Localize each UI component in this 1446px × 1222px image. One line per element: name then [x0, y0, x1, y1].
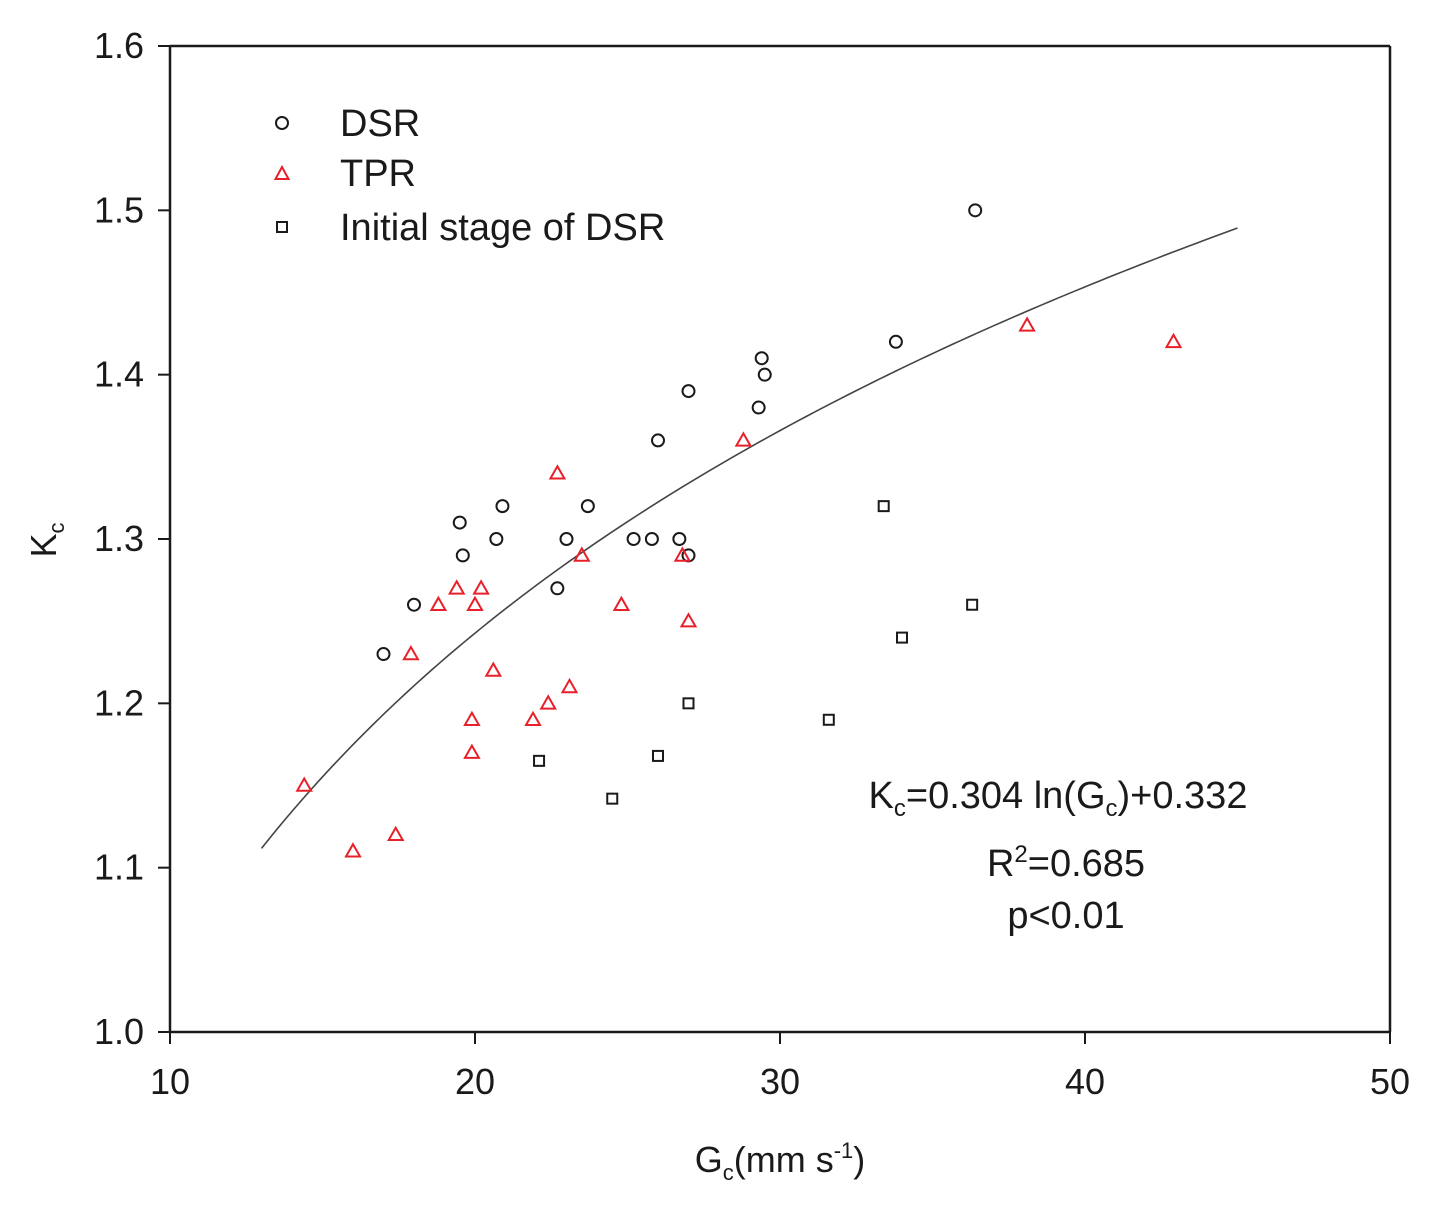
point-initial-stage-of-dsr-4	[822, 713, 835, 726]
point-tpr-18	[679, 612, 698, 628]
point-dsr-8	[580, 499, 595, 514]
data-markers	[295, 203, 1183, 858]
point-tpr-4	[429, 595, 448, 611]
point-dsr-2	[452, 515, 467, 530]
y-tick-label-1.1: 1.1	[94, 847, 144, 888]
fit-annotations: Kc=0.304 ln(Gc)+0.332 R2=0.685 p<0.01	[869, 775, 1248, 937]
x-tick-label-20: 20	[455, 1061, 495, 1102]
x-tick-label-40: 40	[1065, 1061, 1105, 1102]
point-tpr-17	[673, 546, 692, 562]
p-value: p<0.01	[1007, 895, 1124, 937]
point-tpr-0	[295, 776, 313, 792]
point-initial-stage-of-dsr-3	[682, 697, 695, 710]
point-dsr-3	[455, 548, 470, 563]
point-dsr-15	[751, 400, 766, 415]
point-dsr-6	[550, 581, 565, 596]
legend-marker-tpr	[273, 164, 291, 180]
legend-label-tpr: TPR	[340, 153, 416, 195]
legend-marker-dsr	[275, 116, 289, 130]
point-dsr-10	[644, 532, 659, 546]
point-dsr-7	[559, 532, 574, 546]
point-tpr-6	[463, 710, 481, 726]
y-axis-label: Kc	[23, 522, 69, 557]
point-dsr-5	[495, 499, 510, 514]
x-tick-label-50: 50	[1370, 1061, 1410, 1102]
point-tpr-11	[524, 710, 542, 726]
point-tpr-8	[466, 595, 484, 611]
legend-label-dsr: DSR	[340, 103, 420, 145]
point-tpr-16	[612, 595, 631, 611]
point-tpr-1	[344, 842, 362, 858]
point-tpr-21	[1164, 332, 1183, 349]
point-initial-stage-of-dsr-7	[966, 598, 979, 611]
point-initial-stage-of-dsr-5	[877, 500, 890, 513]
point-tpr-10	[484, 661, 503, 677]
legend: DSR TPR Initial stage of DSR	[273, 103, 665, 249]
y-tick-label-1.2: 1.2	[94, 682, 144, 723]
y-tick-label-1.5: 1.5	[94, 189, 144, 230]
y-tick-label-1.6: 1.6	[94, 25, 144, 66]
x-axis-label: Gc(mm s-1)	[695, 1138, 866, 1185]
point-initial-stage-of-dsr-0	[533, 754, 546, 767]
point-dsr-9	[626, 532, 641, 546]
fit-curve	[260, 227, 1238, 849]
point-tpr-15	[573, 546, 591, 562]
point-dsr-11	[651, 433, 665, 448]
point-initial-stage-of-dsr-2	[652, 749, 664, 762]
point-tpr-9	[472, 579, 490, 595]
point-dsr-12	[672, 532, 687, 546]
point-dsr-1	[407, 597, 421, 612]
point-tpr-5	[447, 579, 466, 595]
point-dsr-16	[754, 351, 769, 366]
legend-label-initial-dsr: Initial stage of DSR	[340, 207, 665, 249]
x-axis-ticks: 10 20 30 40 50	[150, 1032, 1410, 1102]
point-tpr-3	[402, 644, 420, 661]
point-dsr-17	[757, 367, 772, 382]
x-tick-label-30: 30	[760, 1061, 800, 1102]
point-tpr-7	[463, 743, 481, 759]
point-dsr-19	[968, 203, 983, 218]
point-tpr-12	[539, 694, 557, 710]
fit-equation: Kc=0.304 ln(Gc)+0.332	[869, 775, 1248, 822]
point-initial-stage-of-dsr-1	[606, 792, 619, 805]
point-dsr-14	[681, 384, 696, 399]
r-squared: R2=0.685	[987, 841, 1145, 885]
point-dsr-0	[376, 647, 391, 662]
point-tpr-14	[560, 677, 579, 694]
point-dsr-18	[888, 334, 903, 349]
y-tick-label-1.4: 1.4	[94, 354, 144, 395]
y-tick-label-1.3: 1.3	[94, 518, 144, 559]
point-tpr-13	[548, 464, 567, 480]
y-axis-ticks: 1.0 1.1 1.2 1.3 1.4 1.5 1.6	[94, 25, 170, 1052]
legend-marker-initial-dsr	[276, 221, 288, 233]
y-tick-label-1.0: 1.0	[94, 1011, 144, 1052]
point-tpr-19	[734, 431, 753, 447]
point-dsr-4	[489, 532, 504, 546]
point-initial-stage-of-dsr-6	[896, 631, 908, 644]
point-tpr-2	[386, 825, 405, 841]
x-tick-label-10: 10	[150, 1061, 190, 1102]
point-tpr-20	[1018, 316, 1036, 332]
